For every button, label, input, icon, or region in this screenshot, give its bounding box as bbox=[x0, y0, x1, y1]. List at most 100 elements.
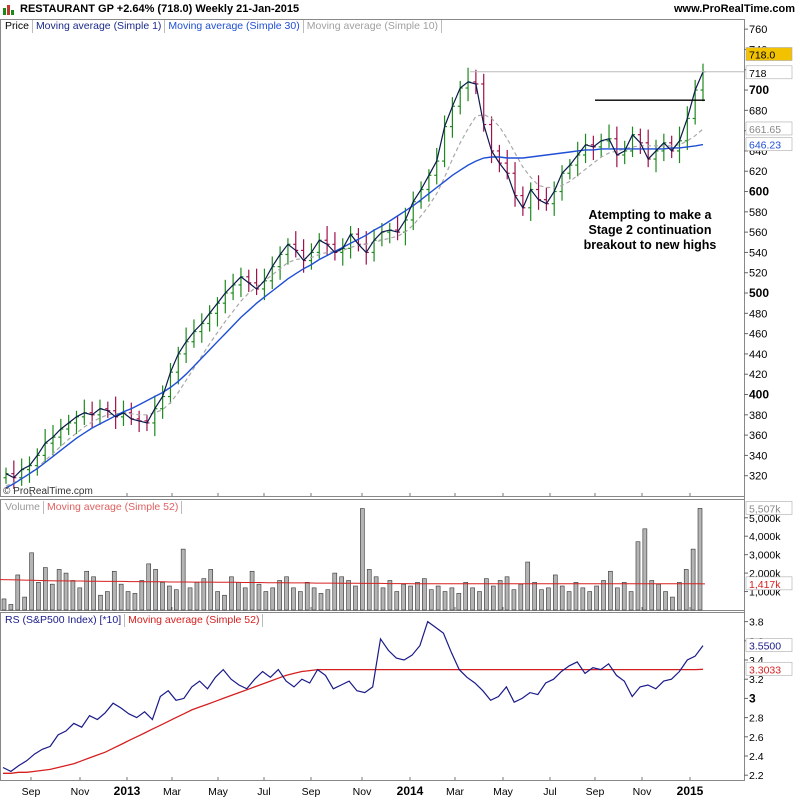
volume-bar bbox=[49, 583, 55, 611]
volume-bar bbox=[463, 582, 469, 611]
panel-frame bbox=[0, 19, 745, 497]
y-tick-label: 3.8 bbox=[749, 617, 764, 629]
volume-bar bbox=[15, 574, 21, 611]
y-tick-label: 760 bbox=[749, 24, 767, 36]
volume-bar bbox=[683, 569, 689, 611]
x-tick-label: Mar bbox=[163, 786, 182, 798]
legend-ma30[interactable]: Moving average (Simple 30) bbox=[165, 20, 304, 33]
volume-bar bbox=[98, 594, 103, 611]
price-value-tag-label: 661.65 bbox=[749, 124, 781, 136]
volume-bar bbox=[573, 582, 579, 611]
volume-bar bbox=[628, 591, 634, 611]
volume-bar bbox=[442, 591, 448, 611]
volume-bar bbox=[449, 587, 455, 611]
price-value-tag bbox=[745, 65, 793, 80]
y-tick-label: 4,000k bbox=[749, 531, 781, 543]
volume-bar bbox=[601, 580, 606, 611]
y-tick-label: 500 bbox=[749, 286, 769, 300]
price-value-tag bbox=[745, 121, 793, 136]
volume-bar bbox=[111, 570, 117, 611]
annotation-line: Atempting to make a bbox=[588, 208, 712, 222]
volume-bar bbox=[29, 552, 34, 611]
x-tick-label: May bbox=[208, 786, 229, 798]
volume-bar bbox=[387, 580, 393, 611]
volume-bar bbox=[118, 583, 124, 611]
volume-bar bbox=[277, 580, 282, 611]
volume-bar bbox=[153, 569, 158, 611]
volume-bar bbox=[22, 596, 27, 611]
y-tick-label: 680 bbox=[749, 105, 767, 117]
volume-bar bbox=[635, 541, 641, 611]
y-tick-label: 580 bbox=[749, 207, 767, 219]
y-tick-label: 5,000k bbox=[749, 513, 781, 525]
volume-bar bbox=[105, 591, 110, 611]
volume-bar bbox=[615, 587, 620, 611]
legend-rs-ma[interactable]: Moving average (Simple 52) bbox=[125, 614, 264, 627]
volume-bar bbox=[1, 598, 7, 611]
y-tick-label: 320 bbox=[749, 471, 767, 483]
legend-volume-ma[interactable]: Moving average (Simple 52) bbox=[44, 501, 183, 514]
y-tick-label: 420 bbox=[749, 369, 767, 381]
volume-bar bbox=[504, 576, 510, 611]
annotation-line: Stage 2 continuation bbox=[588, 223, 712, 237]
ma10-line bbox=[5, 113, 704, 487]
volume-bar bbox=[608, 570, 613, 611]
legend-price[interactable]: Price bbox=[2, 20, 33, 33]
x-tick-label: 2015 bbox=[677, 784, 704, 798]
legend-ma1[interactable]: Moving average (Simple 1) bbox=[33, 20, 166, 33]
volume-bar bbox=[263, 591, 269, 611]
volume-bar bbox=[539, 589, 544, 611]
volume-bar bbox=[325, 589, 331, 611]
chart-header: RESTAURANT GP +2.64% (718.0) Weekly 21-J… bbox=[0, 0, 800, 19]
volume-bar bbox=[256, 583, 262, 611]
y-tick-label: 540 bbox=[749, 247, 767, 259]
chart-annotation: Atempting to make a Stage 2 continuation… bbox=[575, 208, 725, 253]
volume-bar bbox=[132, 593, 138, 611]
volume-legend: Volume Moving average (Simple 52) bbox=[2, 501, 183, 514]
volume-bar bbox=[229, 576, 234, 611]
volume-bar bbox=[235, 582, 241, 611]
volume-bar bbox=[70, 580, 76, 611]
volume-ma-line bbox=[0, 579, 706, 585]
x-tick-label: 2014 bbox=[397, 784, 424, 798]
volume-bar bbox=[43, 567, 48, 611]
volume-bar bbox=[408, 585, 413, 611]
price-value-tag bbox=[745, 47, 793, 61]
y-tick-label: 3.2 bbox=[749, 674, 764, 686]
volume-value-tag-label: 5,507k bbox=[749, 503, 781, 515]
volume-bar bbox=[477, 591, 482, 611]
volume-bar bbox=[649, 580, 655, 611]
y-tick-label: 480 bbox=[749, 308, 767, 320]
volume-bar bbox=[284, 576, 289, 611]
x-tick-label: Sep bbox=[22, 786, 41, 798]
volume-bar bbox=[435, 585, 441, 611]
volume-bar bbox=[566, 591, 572, 611]
volume-bar bbox=[587, 591, 593, 611]
y-tick-label: 2.8 bbox=[749, 713, 764, 725]
volume-bar bbox=[318, 593, 324, 611]
legend-ma10[interactable]: Moving average (Simple 10) bbox=[304, 20, 443, 33]
ma1-line bbox=[5, 71, 704, 479]
rs-value-tag-label: 3.3033 bbox=[749, 664, 781, 676]
x-tick-label: Nov bbox=[71, 786, 90, 798]
rs-line bbox=[2, 620, 704, 773]
ma30-line bbox=[5, 143, 704, 489]
x-tick-label: Sep bbox=[586, 786, 605, 798]
volume-bar bbox=[415, 582, 420, 611]
y-tick-label: 2.4 bbox=[749, 751, 764, 763]
price-value-tag bbox=[745, 137, 793, 151]
volume-bar bbox=[8, 604, 14, 611]
volume-bar bbox=[194, 582, 200, 611]
price-value-tag-label: 718 bbox=[749, 68, 767, 80]
y-tick-label: 3,000k bbox=[749, 550, 781, 562]
price-value-tag-label: 646.23 bbox=[749, 140, 781, 152]
volume-bar bbox=[642, 528, 648, 611]
legend-volume[interactable]: Volume bbox=[2, 501, 45, 514]
volume-bar bbox=[394, 591, 400, 611]
volume-bar bbox=[580, 587, 586, 611]
volume-bar bbox=[670, 596, 675, 611]
legend-rs[interactable]: RS (S&P500 Index) [*10] bbox=[2, 614, 126, 627]
y-tick-label: 700 bbox=[749, 83, 769, 97]
volume-bar bbox=[160, 582, 165, 611]
